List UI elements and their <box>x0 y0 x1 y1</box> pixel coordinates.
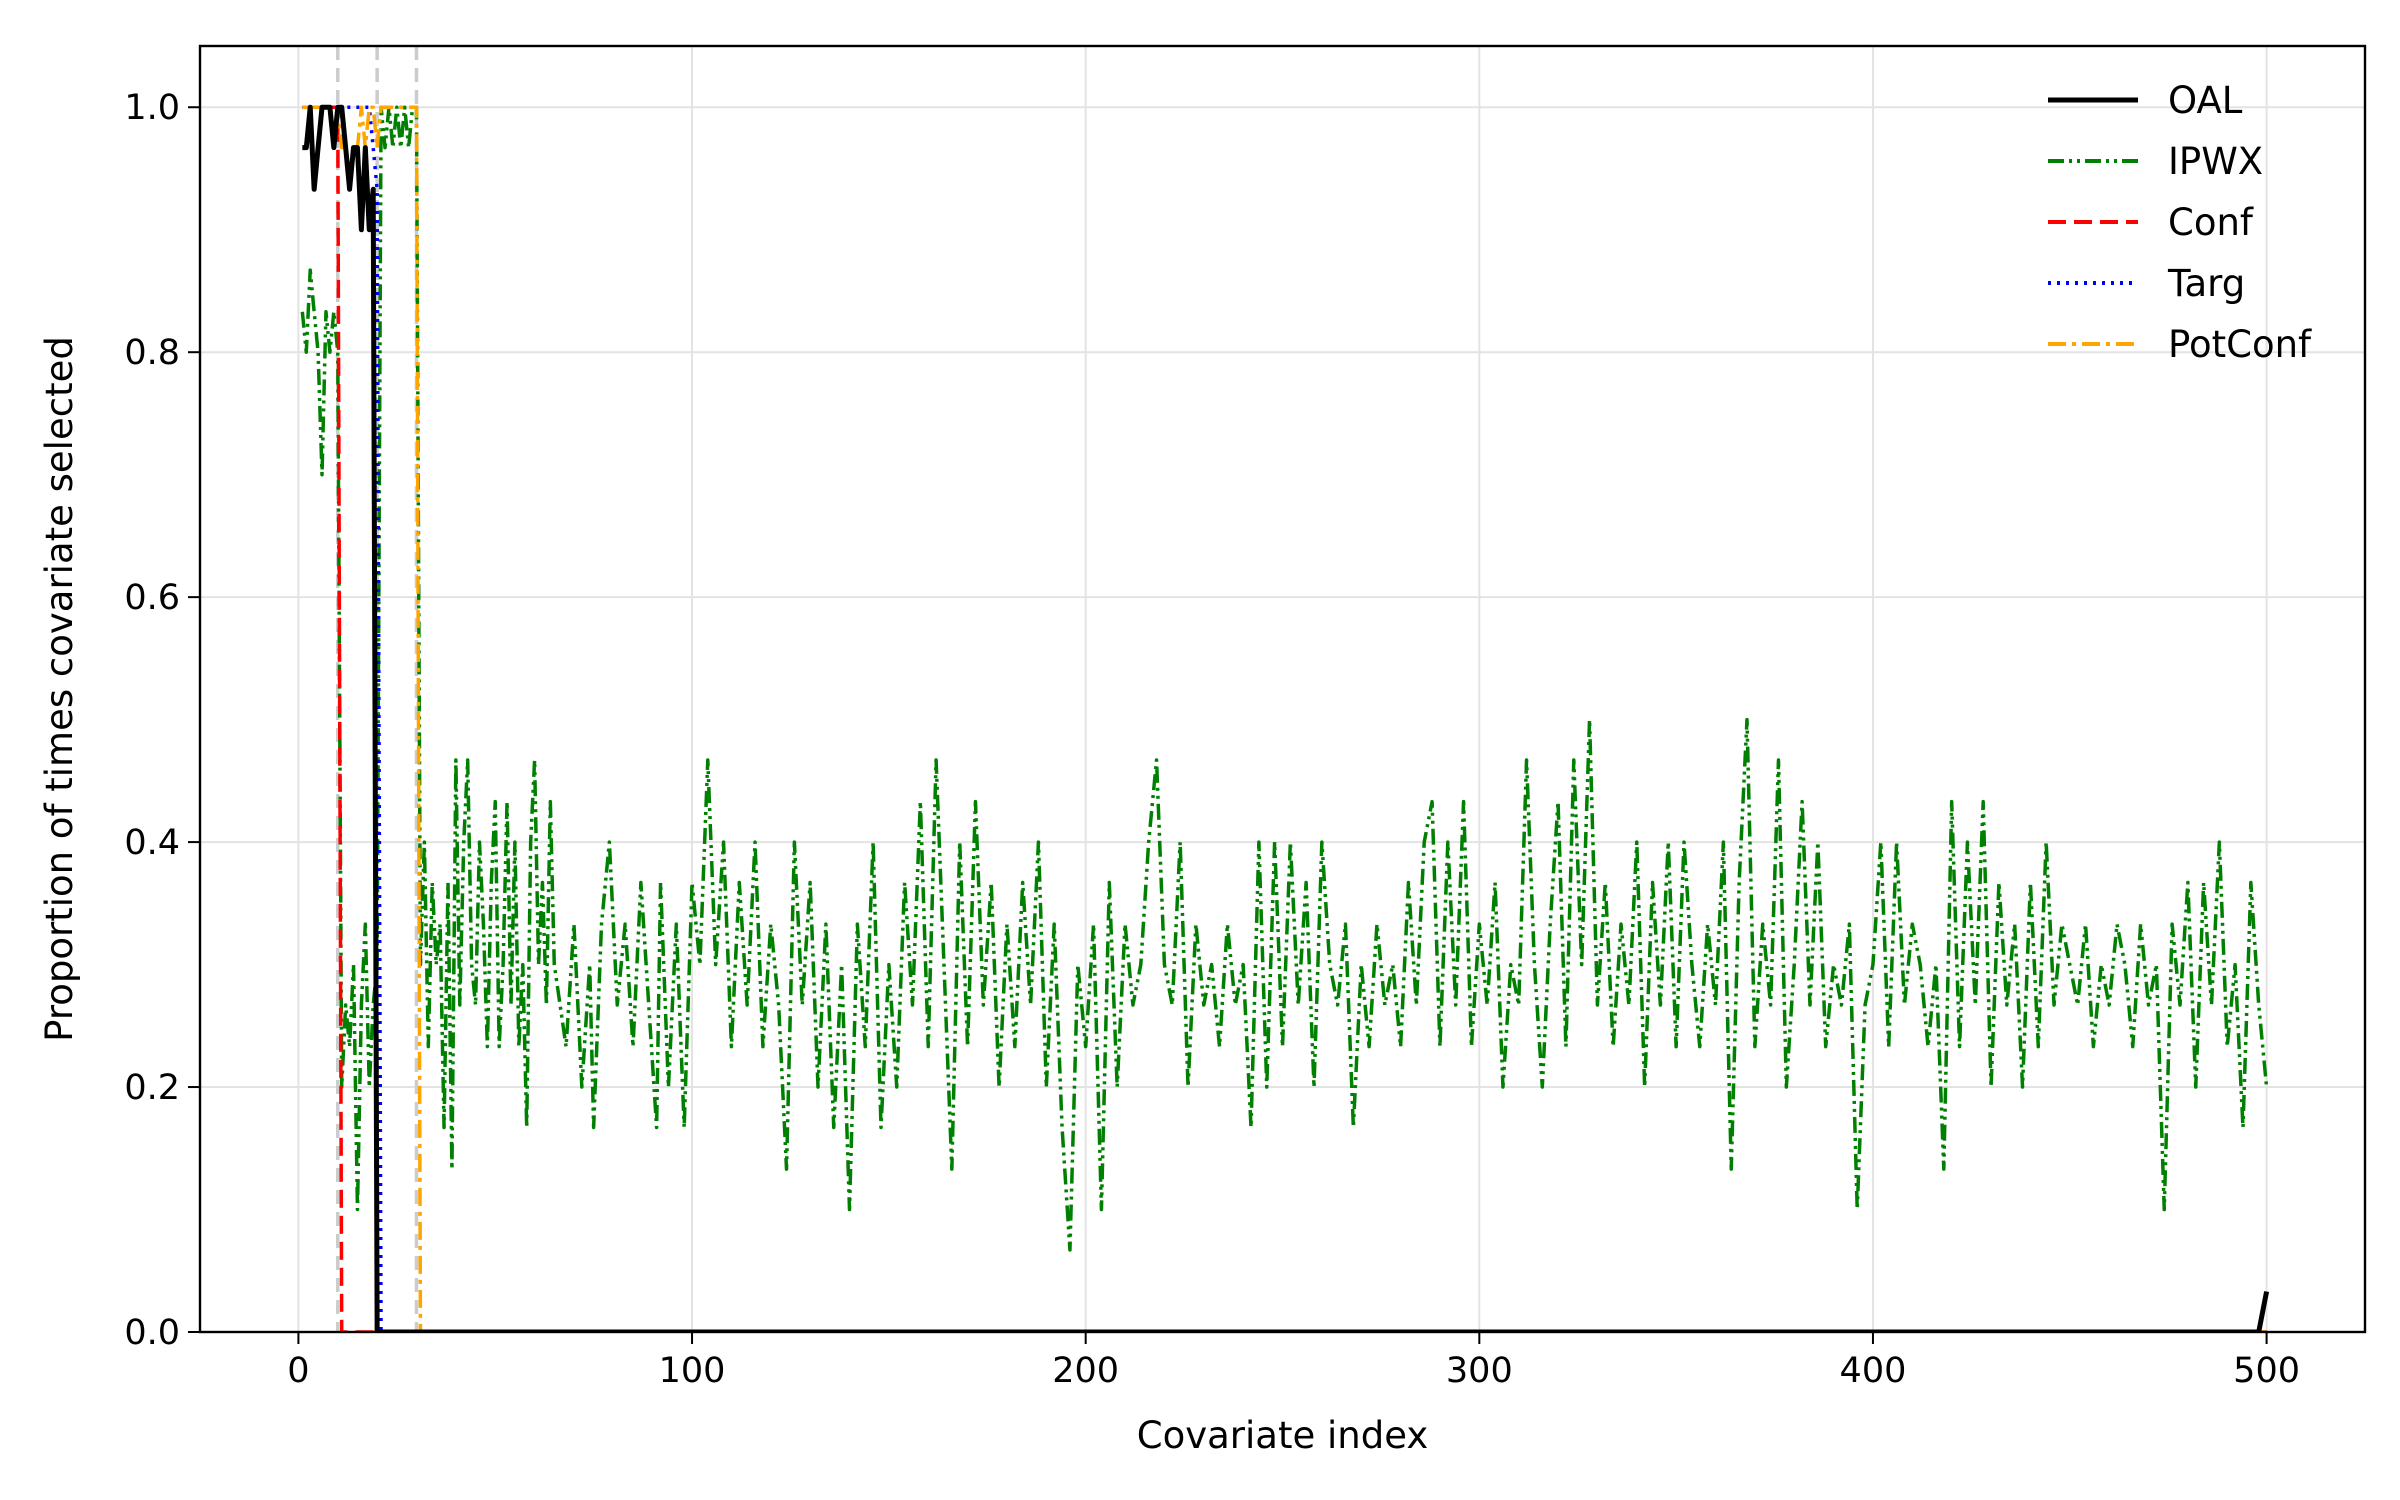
series-line-potconf <box>302 105 2267 1332</box>
legend-label-targ: Targ <box>2167 262 2245 305</box>
x-axis-ticks: 0 100 200 300 400 500 <box>287 1332 2300 1391</box>
legend-label-ipwx: IPWX <box>2168 140 2263 183</box>
series-lines <box>300 104 2270 1332</box>
y-tick-label: 0.8 <box>124 333 180 373</box>
y-axis-label: Proportion of times covariate selected <box>38 336 81 1042</box>
x-tick-label: 200 <box>1052 1351 1119 1391</box>
y-tick-label: 0.2 <box>124 1068 180 1108</box>
y-tick-label: 0.6 <box>124 578 180 618</box>
y-tick-label: 1.0 <box>124 88 180 128</box>
x-tick-label: 0 <box>287 1351 309 1391</box>
x-tick-label: 500 <box>2233 1351 2300 1391</box>
legend-label-conf: Conf <box>2168 201 2254 244</box>
y-tick-label: 0.0 <box>124 1313 180 1353</box>
legend-label-oal: OAL <box>2168 79 2243 122</box>
series-line-oal <box>302 104 2270 1332</box>
x-tick-label: 100 <box>659 1351 726 1391</box>
x-axis-label: Covariate index <box>1137 1414 1428 1457</box>
legend-label-potconf: PotConf <box>2168 323 2312 366</box>
series-line-ipwx <box>300 105 2269 1252</box>
y-tick-label: 0.4 <box>124 823 180 863</box>
y-axis-ticks: 0.0 0.2 0.4 0.6 0.8 1.0 <box>124 88 200 1353</box>
x-tick-label: 300 <box>1446 1351 1513 1391</box>
legend: OAL IPWX Conf Targ PotConf <box>2048 79 2312 366</box>
x-tick-label: 400 <box>1840 1351 1907 1391</box>
plot-frame <box>198 44 2367 1334</box>
